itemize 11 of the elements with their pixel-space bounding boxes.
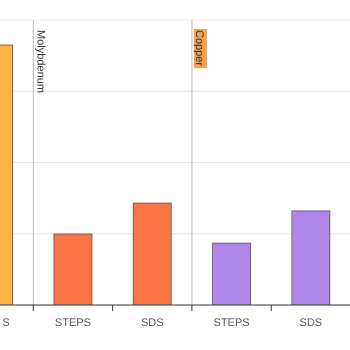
bar bbox=[132, 202, 172, 306]
annotation: Molybdenum bbox=[34, 30, 46, 93]
bar bbox=[291, 210, 330, 306]
x-tick-label: STEPS bbox=[54, 317, 91, 329]
x-tick-label: SDS bbox=[140, 317, 164, 329]
bar bbox=[212, 242, 251, 306]
bar bbox=[54, 234, 92, 306]
x-tick-label: SDS bbox=[300, 317, 322, 329]
annotation: Copper bbox=[192, 30, 205, 66]
x-tick-label: STEPS bbox=[214, 317, 250, 329]
x-tick-label: S bbox=[2, 317, 10, 329]
